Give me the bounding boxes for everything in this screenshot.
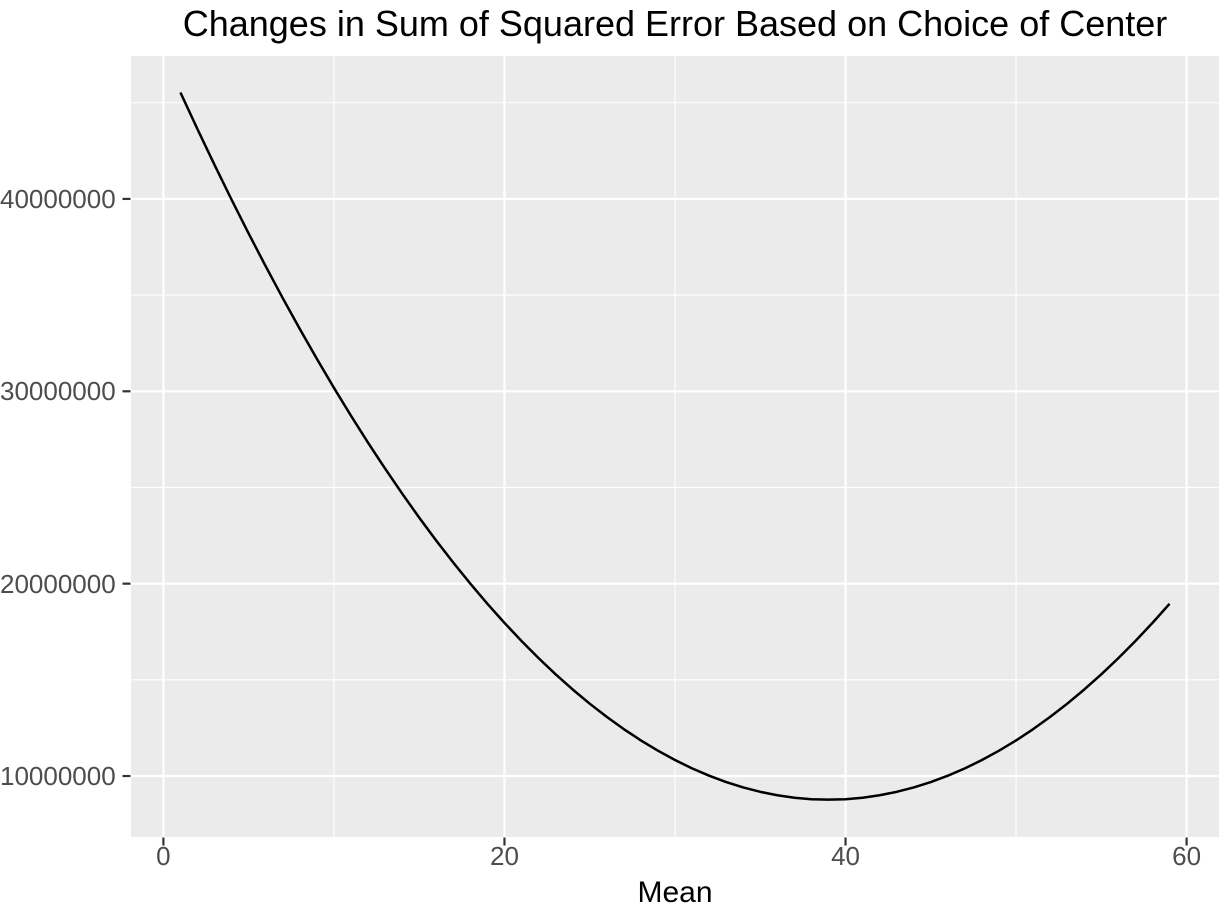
x-tick-label: 0 (156, 841, 171, 871)
x-tick-label: 60 (1172, 841, 1202, 871)
y-tick-label: 20000000 (0, 568, 116, 599)
x-tick-label: 40 (831, 841, 860, 871)
y-tick-label: 10000000 (0, 761, 116, 792)
x-axis-title: Mean (637, 876, 713, 909)
chart-title: Changes in Sum of Squared Error Based on… (182, 3, 1168, 44)
sse-curve (179, 91, 1171, 801)
y-tick-label: 40000000 (0, 183, 116, 214)
y-tick-label: 30000000 (0, 376, 116, 407)
x-tick-label: 20 (489, 841, 519, 871)
